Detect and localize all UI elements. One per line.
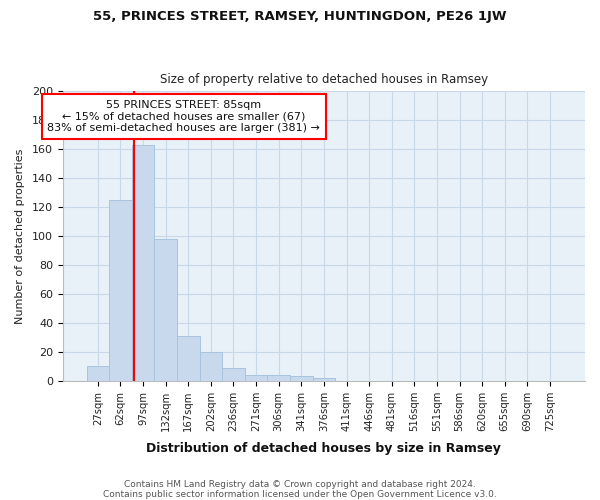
Bar	[290, 376, 313, 381]
Bar	[132, 145, 154, 381]
Bar	[86, 366, 109, 381]
Text: Contains HM Land Registry data © Crown copyright and database right 2024.: Contains HM Land Registry data © Crown c…	[124, 480, 476, 489]
X-axis label: Distribution of detached houses by size in Ramsey: Distribution of detached houses by size …	[146, 442, 502, 455]
Bar	[313, 378, 335, 381]
Bar	[222, 368, 245, 381]
Text: 55 PRINCES STREET: 85sqm
← 15% of detached houses are smaller (67)
83% of semi-d: 55 PRINCES STREET: 85sqm ← 15% of detach…	[47, 100, 320, 133]
Text: Contains public sector information licensed under the Open Government Licence v3: Contains public sector information licen…	[103, 490, 497, 499]
Title: Size of property relative to detached houses in Ramsey: Size of property relative to detached ho…	[160, 73, 488, 86]
Bar	[154, 239, 177, 381]
Bar	[177, 336, 200, 381]
Y-axis label: Number of detached properties: Number of detached properties	[15, 148, 25, 324]
Bar	[268, 375, 290, 381]
Bar	[245, 375, 268, 381]
Bar	[109, 200, 132, 381]
Bar	[200, 352, 222, 381]
Text: 55, PRINCES STREET, RAMSEY, HUNTINGDON, PE26 1JW: 55, PRINCES STREET, RAMSEY, HUNTINGDON, …	[93, 10, 507, 23]
